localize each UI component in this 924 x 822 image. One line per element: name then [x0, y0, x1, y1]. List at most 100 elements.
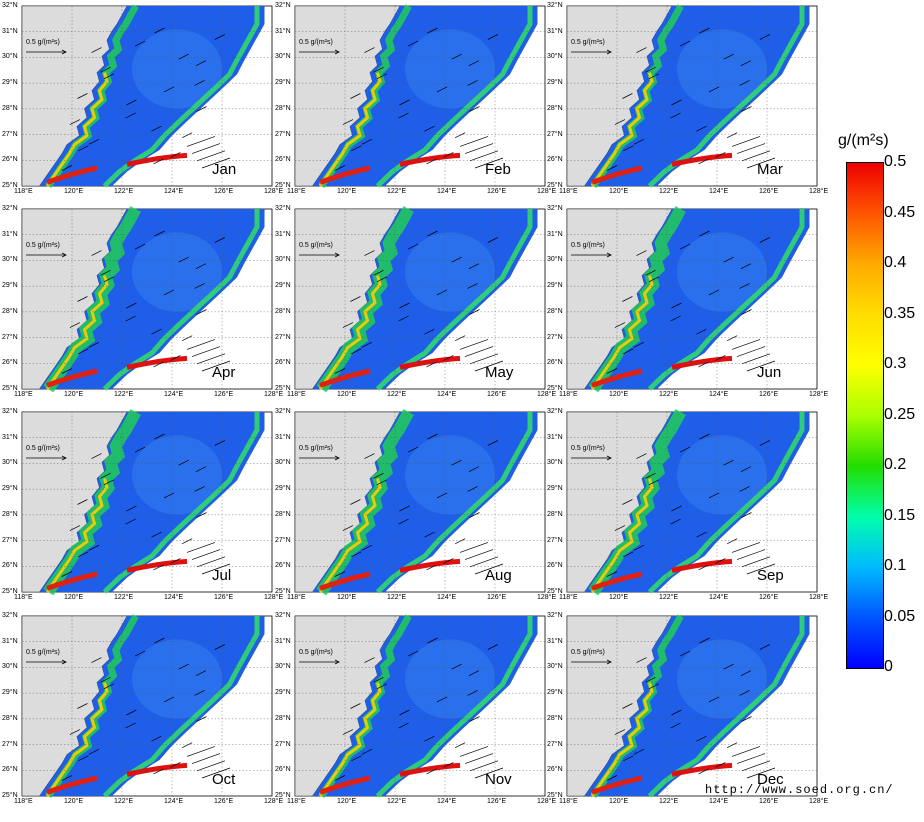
flux-vector: [154, 27, 165, 34]
flux-vector: [196, 556, 226, 568]
map-plot: [294, 409, 546, 596]
flux-vector: [153, 768, 164, 775]
lat-tick-label: 27°N: [275, 130, 291, 138]
lat-tick-label: 30°N: [2, 663, 18, 671]
lat-tick-label: 28°N: [275, 104, 291, 112]
map-panel-jun: 0.5 g/(m²s) Jun 32°N 31°N 30°N 29°N 28°N 27°N 26…: [547, 205, 828, 401]
flux-vector: [606, 368, 618, 374]
scale-vector-label: 0.5 g/(m²s): [299, 39, 333, 46]
flux-vector: [723, 663, 734, 670]
lon-tick-label: 126°E: [759, 391, 779, 398]
lon-tick-label: 126°E: [759, 798, 779, 805]
flux-vector: [61, 368, 73, 374]
flux-vector: [364, 453, 375, 459]
flux-vector: [723, 256, 734, 263]
flux-vector: [467, 486, 478, 492]
flux-vector: [459, 542, 489, 553]
map-panel-sep: 0.5 g/(m²s) Sep 32°N 31°N 30°N 29°N 28°N 27°N 26…: [547, 408, 828, 604]
lat-tick-label: 29°N: [2, 282, 18, 290]
flux-vector: [645, 676, 656, 683]
flux-vector: [77, 93, 88, 99]
flux-vector: [100, 676, 111, 683]
flux-vector: [334, 775, 346, 781]
flux-vector: [474, 563, 504, 575]
lon-tick-label: 120°E: [64, 594, 84, 601]
flux-vector: [606, 165, 618, 171]
scale-vector-label: 0.5 g/(m²s): [26, 39, 60, 46]
scale-vector-label: 0.5 g/(m²s): [26, 649, 60, 656]
lon-tick-label: 124°E: [709, 594, 729, 601]
coastal-flux-core: [590, 682, 654, 797]
lat-tick-label: 29°N: [547, 79, 563, 87]
flux-vector: [91, 250, 102, 256]
flux-vector: [376, 683, 388, 690]
lat-tick-label: 27°N: [275, 536, 291, 544]
flux-vector: [746, 767, 776, 779]
flux-vector: [741, 353, 771, 365]
flux-vector: [436, 289, 448, 296]
scale-vector-label: 0.5 g/(m²s): [571, 242, 605, 249]
flux-vector: [427, 433, 438, 440]
flux-vector: [645, 66, 656, 73]
flux-vector: [178, 53, 189, 60]
flux-vector: [708, 289, 720, 296]
lat-tick-label: 28°N: [2, 307, 18, 315]
flux-vector: [451, 256, 462, 263]
lat-tick-label: 29°N: [547, 485, 563, 493]
land-area: [566, 208, 673, 390]
flux-vector: [134, 446, 146, 453]
flux-vector: [614, 525, 626, 531]
lon-tick-label: 120°E: [337, 391, 357, 398]
lat-tick-label: 30°N: [2, 459, 18, 467]
coastal-flux-core: [45, 682, 109, 797]
flux-vector: [696, 531, 707, 538]
flux-blob: [405, 29, 495, 109]
lat-tick-label: 25°N: [547, 792, 563, 799]
scale-vector-arrowhead: [606, 252, 612, 258]
flux-vector: [78, 348, 89, 355]
flux-vector: [698, 361, 709, 368]
flux-vector: [614, 119, 626, 125]
flux-vector: [455, 742, 466, 749]
flux-vector: [636, 47, 647, 53]
flux-vector: [426, 564, 437, 571]
lat-tick-label: 27°N: [2, 740, 18, 748]
flux-vector: [154, 230, 165, 237]
flux-vector: [736, 753, 766, 764]
flux-vector: [399, 505, 410, 512]
lat-tick-label: 32°N: [2, 205, 18, 212]
flux-vector: [398, 112, 409, 119]
flux-blob: [677, 639, 767, 719]
lat-tick-label: 30°N: [275, 256, 291, 264]
flux-vector: [361, 748, 373, 755]
lon-tick-label: 128°E: [809, 391, 829, 398]
flux-hotspot: [126, 558, 188, 573]
flux-vector: [696, 735, 707, 742]
flux-vector: [645, 269, 656, 276]
flux-vector: [708, 696, 720, 703]
flux-vector: [407, 243, 419, 250]
map-panel-jul: 0.5 g/(m²s) Jul 32°N 31°N 30°N 29°N 28°N 27°N 26…: [2, 408, 283, 604]
lat-tick-label: 31°N: [547, 433, 563, 441]
map-panel-dec: 0.5 g/(m²s) Dec 32°N 31°N 30°N 29°N 28°N 27°N 26…: [547, 612, 828, 808]
lat-tick-label: 27°N: [275, 333, 291, 341]
flux-vector: [151, 328, 162, 335]
lat-tick-label: 26°N: [547, 562, 563, 570]
flux-vector: [474, 360, 504, 372]
flux-vector: [214, 440, 225, 446]
flux-vector: [487, 644, 498, 650]
flux-vector: [134, 243, 146, 250]
lon-tick-label: 126°E: [759, 188, 779, 195]
lon-tick-label: 128°E: [809, 798, 829, 805]
lat-tick-label: 25°N: [275, 182, 291, 189]
lat-tick-label: 29°N: [2, 485, 18, 493]
lat-tick-label: 31°N: [547, 27, 563, 35]
flux-vector: [426, 361, 437, 368]
flux-vector: [731, 136, 761, 147]
scale-vector-label: 0.5 g/(m²s): [299, 445, 333, 452]
flux-vector: [151, 531, 162, 538]
flux-vector: [350, 93, 361, 99]
map-plot: [566, 409, 818, 596]
lat-tick-label: 29°N: [275, 282, 291, 290]
flux-vector: [648, 683, 660, 690]
